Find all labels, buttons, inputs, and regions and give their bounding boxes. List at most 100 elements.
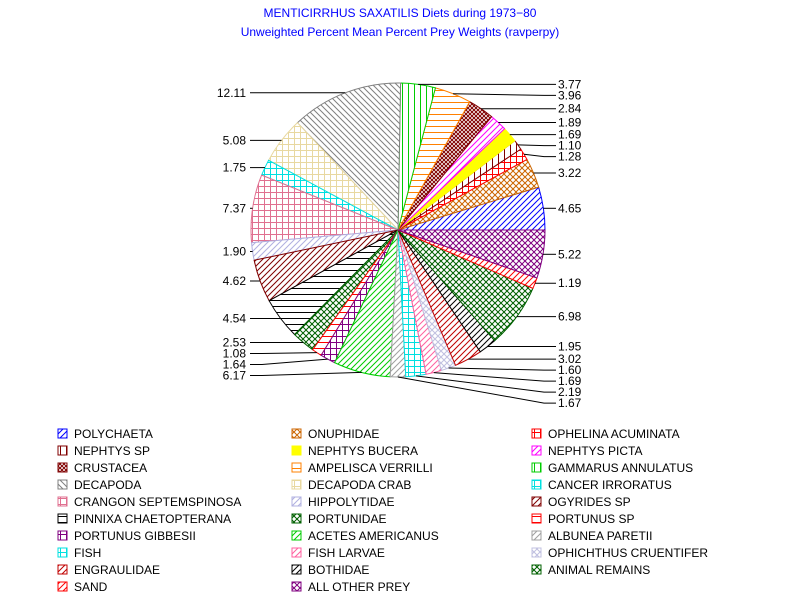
slice-label-ampelisca-verrilli: 3.96 bbox=[558, 88, 582, 102]
legend-label: BOTHIDAE bbox=[308, 563, 369, 577]
legend-item-nephtys-picta: NEPHTYS PICTA bbox=[531, 444, 642, 458]
leader-lines bbox=[250, 83, 556, 404]
slice-label-fish-larvae: 1.69 bbox=[558, 374, 582, 388]
slice-label-acetes-americanus: 6.17 bbox=[223, 369, 247, 383]
leader-line-ampelisca-verrilli bbox=[452, 93, 556, 96]
legend-item-pinnixa-chaetopterana: PINNIXA CHAETOPTERANA bbox=[57, 512, 231, 526]
legend-item-nephtys-bucera: NEPHTYS BUCERA bbox=[291, 444, 418, 458]
slice-label-hippolytidae: 1.90 bbox=[223, 245, 247, 259]
slice-label-nephtys-sp: 1.10 bbox=[558, 139, 582, 153]
leader-line-albunea-paretii bbox=[397, 376, 556, 404]
legend-item-nephtys-sp: NEPHTYS SP bbox=[57, 444, 150, 458]
legend-label: HIPPOLYTIDAE bbox=[308, 495, 394, 509]
legend-item-crustacea: CRUSTACEA bbox=[57, 461, 147, 475]
legend-item-crangon-septemspinosa: CRANGON SEPTEMSPINOSA bbox=[57, 495, 241, 509]
chart-subtitle: Unweighted Percent Mean Percent Prey Wei… bbox=[241, 25, 560, 39]
slice-label-crustacea: 2.84 bbox=[558, 102, 582, 116]
legend-label: FISH bbox=[74, 546, 101, 560]
legend-label: CANCER IRRORATUS bbox=[548, 478, 672, 492]
slice-label-all-other-prey: 5.22 bbox=[558, 247, 582, 261]
legend-swatch bbox=[57, 547, 68, 558]
legend-label: ACETES AMERICANUS bbox=[308, 529, 439, 543]
slice-label-ogyrides-sp: 4.62 bbox=[223, 274, 247, 288]
pie-slice-decapoda bbox=[296, 82, 402, 232]
pie-slice-all-other-prey bbox=[397, 229, 546, 279]
legend-label: CRUSTACEA bbox=[74, 461, 147, 475]
legend-swatch bbox=[291, 530, 302, 541]
legend-swatch bbox=[531, 462, 542, 473]
legend-item-portunus-gibbesii: PORTUNUS GIBBESII bbox=[57, 529, 196, 543]
legend-label: ENGRAULIDAE bbox=[74, 563, 160, 577]
legend-label: PORTUNUS GIBBESII bbox=[74, 529, 196, 543]
legend-swatch bbox=[57, 564, 68, 575]
legend-item-acetes-americanus: ACETES AMERICANUS bbox=[291, 529, 439, 543]
legend-swatch bbox=[57, 496, 68, 507]
legend-item-decapoda-crab: DECAPODA CRAB bbox=[291, 478, 411, 492]
slice-label-gammarus-annulatus: 3.77 bbox=[558, 77, 582, 91]
legend-item-bothidae: BOTHIDAE bbox=[291, 563, 369, 577]
leader-line-portunus-sp bbox=[250, 352, 317, 354]
slice-label-pinnixa-chaetopterana: 4.54 bbox=[223, 312, 247, 326]
legend-swatch bbox=[291, 547, 302, 558]
legend-swatch bbox=[531, 530, 542, 541]
legend-swatch bbox=[291, 581, 302, 592]
slice-label-nephtys-picta: 1.89 bbox=[558, 116, 582, 130]
legend-item-albunea-paretii: ALBUNEA PARETII bbox=[531, 529, 652, 543]
legend-label: AMPELISCA VERRILLI bbox=[308, 461, 433, 475]
legend-item-ophichthus-cruentifer: OPHICHTHUS CRUENTIFER bbox=[531, 546, 708, 560]
legend-label: PORTUNUS SP bbox=[548, 512, 634, 526]
slice-label-sand: 1.19 bbox=[558, 276, 582, 290]
slice-label-decapoda-crab: 5.08 bbox=[223, 133, 247, 147]
slice-label-portunus-sp: 1.08 bbox=[223, 347, 247, 361]
legend-label: FISH LARVAE bbox=[308, 546, 385, 560]
slice-label-polychaeta: 4.65 bbox=[558, 201, 582, 215]
legend-label: ONUPHIDAE bbox=[308, 427, 379, 441]
legend-item-gammarus-annulatus: GAMMARUS ANNULATUS bbox=[531, 461, 693, 475]
legend-swatch bbox=[57, 445, 68, 456]
slice-label-ophichthus-cruentifer: 1.60 bbox=[558, 363, 582, 377]
legend-swatch bbox=[291, 564, 302, 575]
leader-line-portunus-gibbesii bbox=[250, 358, 328, 365]
slice-label-animal-remains: 6.98 bbox=[558, 310, 582, 324]
legend-item-portunidae: PORTUNIDAE bbox=[291, 512, 386, 526]
legend-swatch bbox=[57, 581, 68, 592]
slice-label-fish: 2.19 bbox=[558, 385, 582, 399]
legend-swatch bbox=[531, 445, 542, 456]
legend-swatch bbox=[291, 445, 302, 456]
legend-label: OPHICHTHUS CRUENTIFER bbox=[548, 546, 708, 560]
legend-swatch bbox=[57, 428, 68, 439]
slice-label-albunea-paretii: 1.67 bbox=[558, 396, 582, 410]
legend-item-animal-remains: ANIMAL REMAINS bbox=[531, 563, 650, 577]
slice-label-ophelina-acuminata: 1.28 bbox=[558, 150, 582, 164]
leader-line-nephtys-sp bbox=[517, 144, 556, 147]
legend-item-onuphidae: ONUPHIDAE bbox=[291, 427, 379, 441]
pie-slices bbox=[250, 82, 546, 378]
slice-label-crangon-septemspinosa: 7.37 bbox=[223, 201, 247, 215]
legend-swatch bbox=[531, 547, 542, 558]
slice-label-nephtys-bucera: 1.69 bbox=[558, 128, 582, 142]
legend-label: ALL OTHER PREY bbox=[308, 580, 410, 594]
legend-item-engraulidae: ENGRAULIDAE bbox=[57, 563, 160, 577]
legend-label: PORTUNIDAE bbox=[308, 512, 386, 526]
legend-item-sand: SAND bbox=[57, 580, 108, 594]
slice-label-bothidae: 1.95 bbox=[558, 340, 582, 354]
legend-swatch bbox=[291, 513, 302, 524]
legend-label: SAND bbox=[74, 580, 108, 594]
legend-swatch bbox=[291, 496, 302, 507]
legend: POLYCHAETA ONUPHIDAE OPHELINA ACUMINATA NEP… bbox=[57, 427, 708, 594]
legend-label: CRANGON SEPTEMSPINOSA bbox=[74, 495, 241, 509]
legend-swatch bbox=[291, 479, 302, 490]
legend-swatch bbox=[531, 479, 542, 490]
legend-item-ogyrides-sp: OGYRIDES SP bbox=[531, 495, 631, 509]
legend-label: POLYCHAETA bbox=[74, 427, 153, 441]
leader-line-acetes-americanus bbox=[250, 371, 362, 376]
legend-swatch bbox=[291, 462, 302, 473]
legend-item-all-other-prey: ALL OTHER PREY bbox=[291, 580, 410, 594]
legend-swatch bbox=[57, 530, 68, 541]
legend-label: ANIMAL REMAINS bbox=[548, 563, 650, 577]
legend-swatch bbox=[291, 428, 302, 439]
legend-swatch bbox=[531, 513, 542, 524]
legend-swatch bbox=[57, 479, 68, 490]
legend-label: NEPHTYS BUCERA bbox=[308, 444, 418, 458]
chart-title: MENTICIRRHUS SAXATILIS Diets during 1973… bbox=[264, 6, 537, 20]
